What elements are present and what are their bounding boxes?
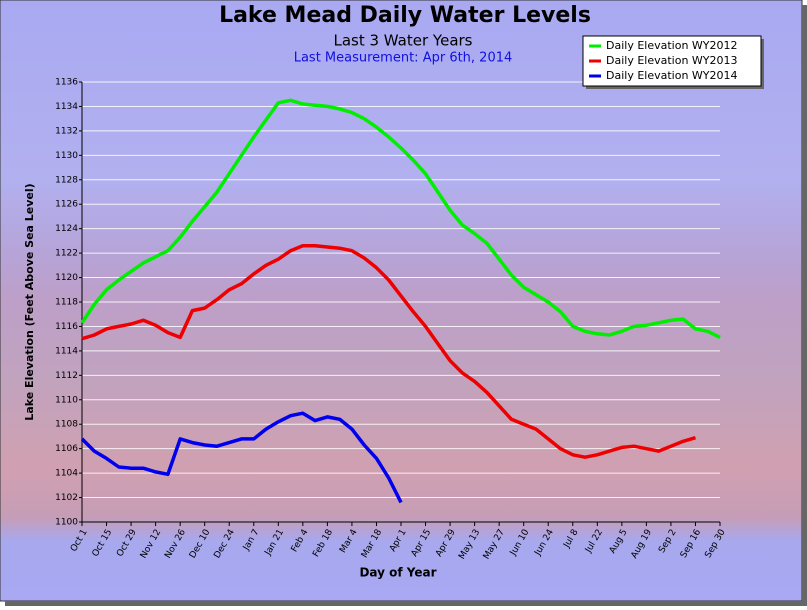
chart-title: Lake Mead Daily Water Levels [219,3,591,28]
shadow [5,601,807,606]
y-tick-label: 1116 [55,322,78,332]
chart-subtitle: Last 3 Water Years [333,32,472,50]
legend-label: Daily Elevation WY2014 [606,69,738,82]
series-line [80,411,403,504]
legend [582,35,762,87]
x-axis-label: Day of Year [359,566,436,580]
y-tick-label: 1108 [55,420,78,430]
y-tick-label: 1128 [55,175,78,185]
y-tick-label: 1124 [55,224,78,234]
y-tick-label: 1132 [55,126,78,136]
y-tick-label: 1104 [55,469,78,479]
y-tick-label: 1114 [55,346,78,356]
y-tick-label: 1110 [55,395,78,405]
y-tick-label: 1120 [55,273,78,283]
annotation: Last Measurement: Apr 6th, 2014 [294,51,513,66]
y-tick-label: 1118 [55,298,78,308]
series-line [80,98,721,339]
y-tick-label: 1130 [55,151,78,161]
shadow [802,5,807,606]
series-line [81,244,696,459]
y-axis-label: Lake Elevation (Feet Above Sea Level) [23,183,36,420]
y-tick-label: 1112 [55,371,78,381]
y-tick-label: 1136 [55,78,78,88]
y-tick-label: 1102 [55,493,78,503]
legend-label: Daily Elevation WY2013 [606,54,738,67]
y-tick-label: 1106 [55,444,78,454]
y-tick-label: 1126 [55,200,78,210]
legend-label: Daily Elevation WY2012 [606,39,738,52]
y-tick-label: 1100 [55,518,78,528]
y-tick-label: 1134 [55,102,78,112]
y-tick-label: 1122 [55,249,78,259]
